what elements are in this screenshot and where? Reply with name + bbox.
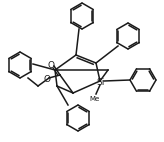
Text: Si: Si xyxy=(97,78,105,86)
Text: O: O xyxy=(43,75,51,83)
Text: Me: Me xyxy=(89,96,99,102)
Text: O: O xyxy=(48,60,54,69)
